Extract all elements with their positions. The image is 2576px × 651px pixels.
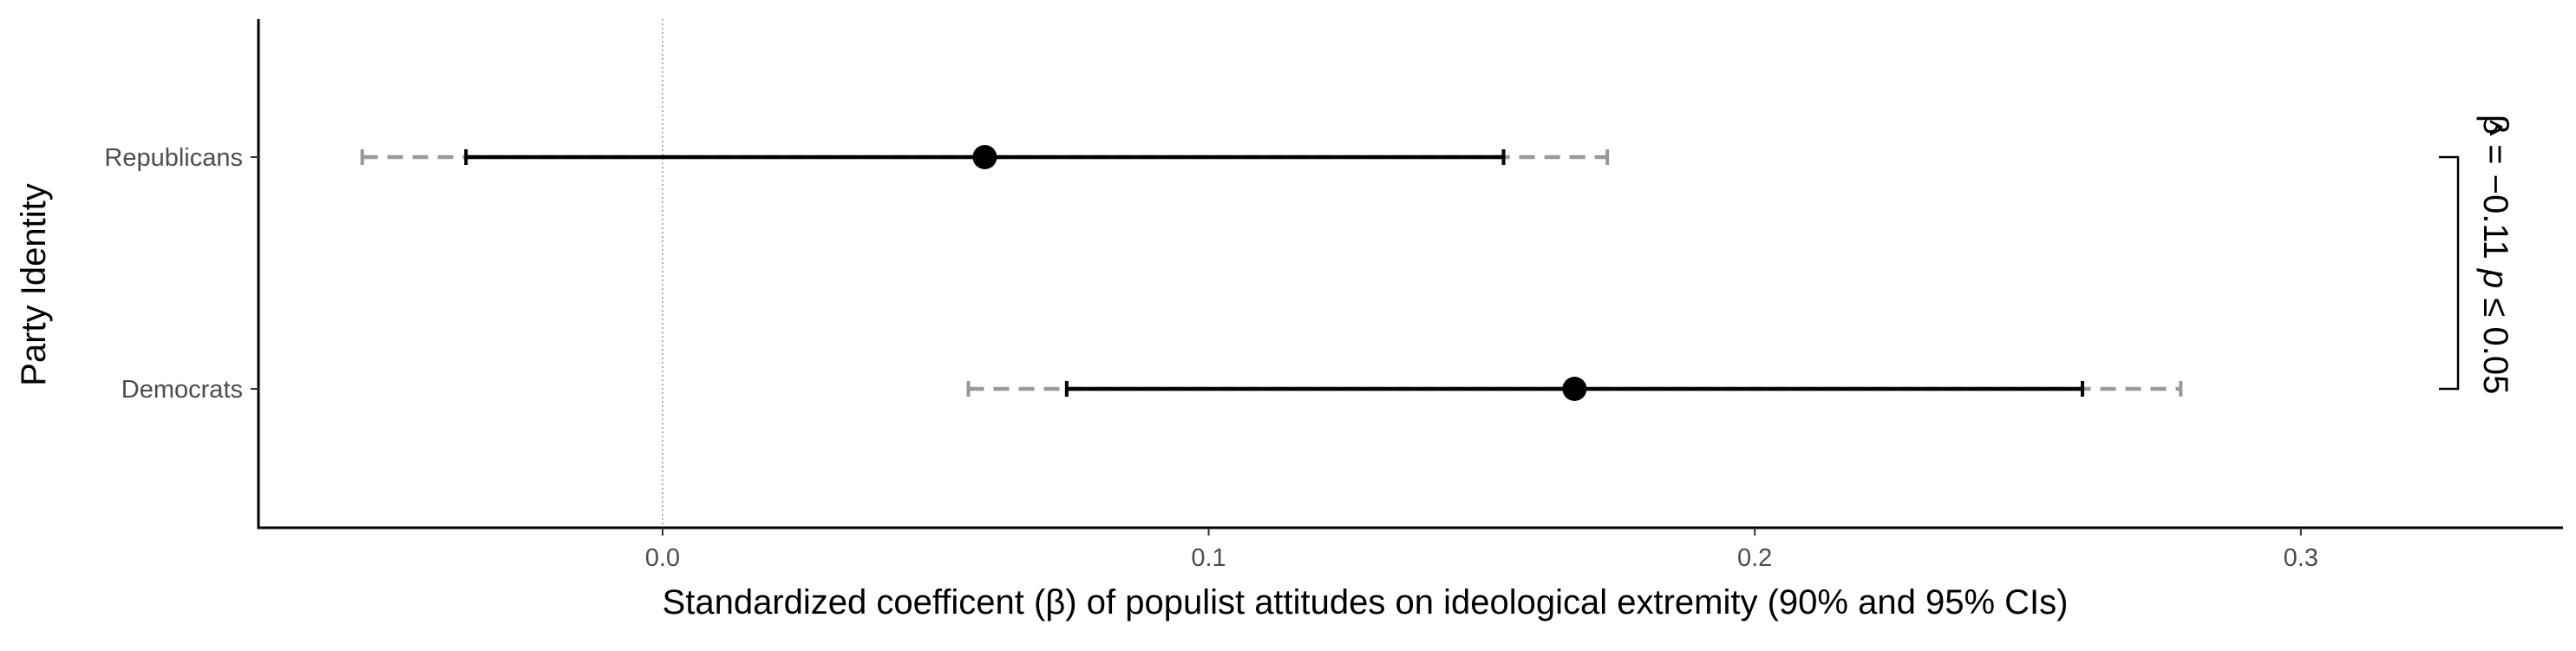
x-axis-title: Standardized coefficent (β) of populist … [663,583,2069,621]
x-tick-label-0: 0.0 [645,544,680,572]
x-tick-label-1: 0.1 [1191,544,1226,572]
difference-bracket [2439,155,2460,391]
annotation-beta: β [2476,115,2514,135]
plot-area: 0.0 0.1 0.2 0.3 Republicans Democrats [104,19,2563,572]
annotation-p-relation: ≤ 0.05 [2476,288,2514,394]
y-axis-title: Party Identity [15,183,53,385]
annotation-relation: = −0.11 [2476,135,2514,269]
difference-annotation: ^ β = −0.11 p ≤ 0.05 [2439,115,2514,394]
difference-annotation-label: β = −0.11 p ≤ 0.05 [2476,115,2514,394]
y-tick-label-0: Republicans [104,144,243,172]
y-tick-label-1: Democrats [121,376,243,404]
annotation-p: p [2476,268,2514,288]
estimate-point-democrats [1562,377,1587,401]
estimate-point-republicans [972,145,997,169]
x-tick-label-2: 0.2 [1737,544,1772,572]
x-tick-label-3: 0.3 [2284,544,2318,572]
annotation-hat: ^ [2471,120,2509,136]
